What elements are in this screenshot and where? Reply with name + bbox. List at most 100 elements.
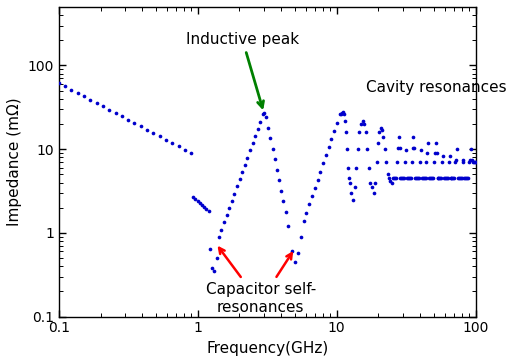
Point (360, 121, 368, 127)
Point (327, 136, 335, 142)
Point (386, 178, 394, 184)
Point (55, 80, 63, 86)
Point (111, 110, 119, 116)
Point (357, 121, 365, 127)
Point (399, 175, 407, 181)
Point (168, 140, 177, 146)
Point (453, 146, 461, 152)
Point (378, 127, 386, 133)
Point (433, 150, 441, 156)
Point (376, 125, 385, 131)
Point (448, 175, 456, 181)
Point (156, 134, 164, 139)
Point (426, 175, 434, 181)
Point (381, 146, 389, 152)
Point (454, 175, 462, 181)
Point (397, 175, 405, 181)
Point (345, 175, 353, 181)
Point (130, 120, 139, 126)
Point (392, 159, 401, 165)
Point (418, 175, 426, 181)
Point (330, 128, 338, 134)
Point (380, 134, 388, 140)
Point (251, 133, 259, 139)
Point (405, 175, 413, 181)
Point (118, 113, 126, 119)
Point (436, 175, 444, 181)
Point (365, 165, 373, 171)
Point (256, 119, 265, 125)
Point (300, 218, 308, 224)
Point (316, 169, 324, 175)
Point (241, 162, 249, 168)
Point (403, 175, 411, 181)
Point (425, 175, 433, 181)
Point (355, 129, 364, 135)
Point (319, 160, 327, 166)
Point (441, 175, 449, 181)
Point (467, 146, 475, 152)
Point (324, 144, 333, 150)
Point (404, 175, 412, 181)
Point (410, 145, 419, 151)
Point (371, 180, 379, 185)
Point (463, 175, 471, 181)
Point (442, 175, 450, 181)
Point (266, 135, 274, 141)
Point (411, 175, 419, 181)
Point (415, 175, 423, 181)
Point (465, 159, 473, 165)
Point (459, 157, 468, 163)
Point (466, 157, 474, 163)
Point (352, 165, 360, 171)
Point (284, 223, 293, 229)
Point (124, 117, 132, 123)
Point (343, 146, 351, 152)
Point (235, 176, 244, 182)
Text: Capacitor self-
resonances: Capacitor self- resonances (205, 282, 316, 315)
Point (264, 125, 272, 131)
Point (339, 109, 347, 115)
Point (67, 87, 76, 93)
Point (248, 140, 256, 146)
Point (208, 265, 216, 271)
Point (340, 111, 348, 117)
Point (233, 183, 241, 189)
Point (397, 175, 405, 181)
Point (80, 93, 88, 99)
Point (456, 175, 464, 181)
Point (396, 145, 404, 151)
Point (217, 227, 226, 232)
Point (406, 175, 414, 181)
Point (471, 159, 479, 165)
Point (275, 177, 283, 183)
Point (423, 150, 432, 156)
Point (200, 204, 209, 210)
Point (222, 212, 231, 218)
Point (282, 209, 290, 215)
Point (358, 118, 367, 123)
Point (187, 150, 195, 156)
Point (432, 140, 440, 146)
Point (428, 175, 436, 181)
Point (450, 175, 458, 181)
Point (421, 175, 430, 181)
Point (230, 191, 238, 196)
Point (451, 159, 459, 165)
Point (341, 118, 349, 123)
Point (333, 120, 341, 126)
Point (414, 175, 422, 181)
Point (192, 196, 200, 202)
Point (444, 159, 453, 165)
Point (389, 175, 397, 181)
Point (74, 90, 82, 96)
Point (448, 175, 456, 181)
Point (434, 175, 442, 181)
Point (449, 175, 457, 181)
Point (374, 140, 382, 146)
Point (205, 246, 214, 252)
Point (393, 145, 402, 151)
Point (429, 175, 437, 181)
Point (204, 208, 213, 214)
Point (440, 175, 448, 181)
